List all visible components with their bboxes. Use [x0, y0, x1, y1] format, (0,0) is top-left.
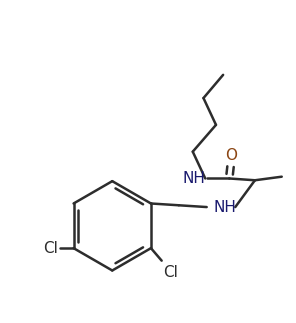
Text: Cl: Cl — [163, 265, 178, 280]
Text: NH: NH — [182, 171, 205, 186]
Text: Cl: Cl — [43, 241, 58, 256]
Text: NH: NH — [213, 200, 236, 214]
Text: O: O — [225, 148, 237, 163]
